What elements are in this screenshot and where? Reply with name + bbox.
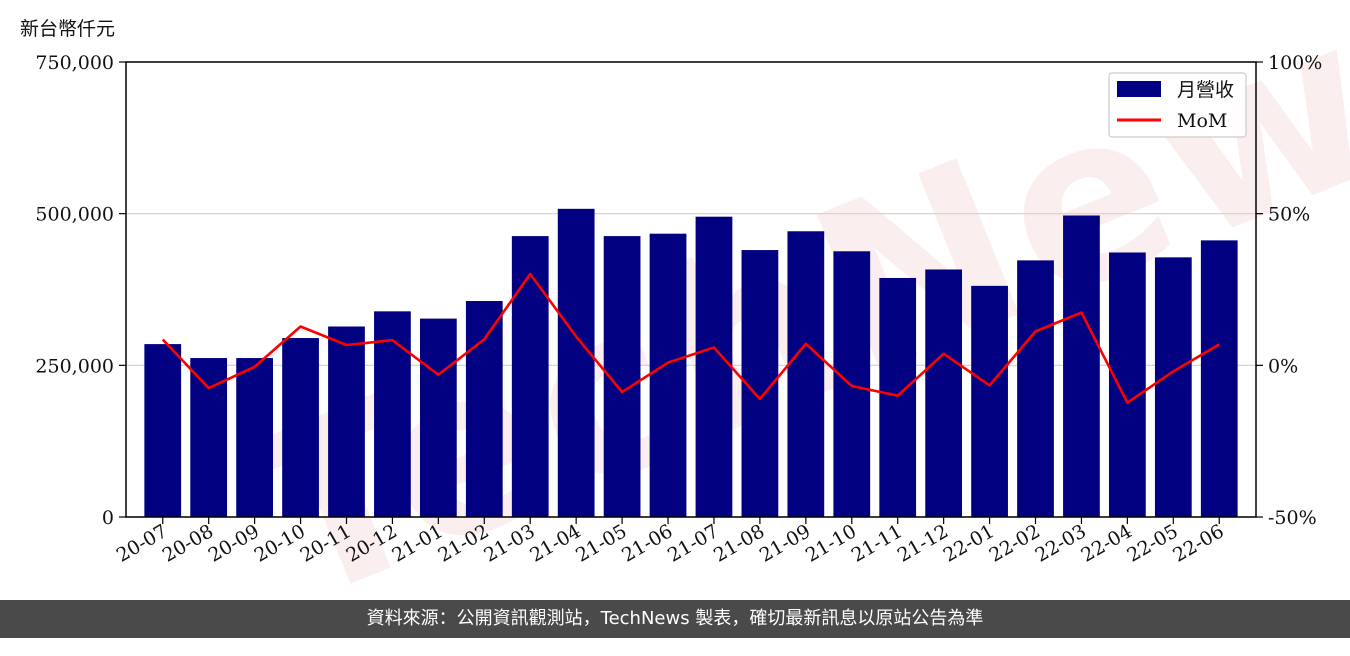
revenue-bar: [1017, 260, 1054, 517]
revenue-bar: [144, 344, 181, 517]
source-footer: 資料來源：公開資訊觀測站，TechNews 製表，確切最新訊息以原站公告為準: [0, 600, 1350, 638]
mom-line: [163, 274, 1220, 403]
revenue-bar: [879, 278, 916, 517]
revenue-bar: [833, 251, 870, 517]
x-tick-label: 20-08: [159, 520, 217, 566]
x-tick-label: 21-12: [894, 520, 952, 566]
mom-line-layer: [163, 274, 1220, 403]
x-tick-label: 22-03: [1032, 520, 1090, 566]
x-tick-label: 21-04: [526, 520, 584, 566]
revenue-bar: [236, 358, 273, 517]
revenue-bar: [1063, 215, 1100, 517]
x-tick-label: 20-10: [251, 520, 309, 566]
x-tick-label: 20-12: [342, 520, 400, 566]
y-right-tick-label: 50%: [1268, 204, 1310, 226]
legend-label-revenue: 月營收: [1177, 79, 1234, 101]
revenue-bar: [558, 209, 595, 517]
revenue-bar: [787, 231, 824, 517]
y-left-tick-label: 250,000: [35, 355, 114, 377]
x-tick-label: 22-06: [1169, 520, 1227, 566]
x-tick-label: 21-01: [388, 520, 446, 566]
x-tick-label: 22-01: [940, 520, 998, 566]
revenue-bar: [650, 234, 687, 517]
revenue-bar: [420, 319, 457, 517]
x-tick-label: 22-04: [1077, 520, 1135, 566]
y-left-tick-label: 750,000: [35, 52, 114, 74]
revenue-bar: [282, 338, 319, 517]
revenue-bar: [696, 217, 733, 517]
x-tick-label: 22-05: [1123, 520, 1181, 566]
revenue-bars: [144, 209, 1237, 517]
revenue-bar: [925, 269, 962, 517]
revenue-bar: [328, 327, 365, 517]
x-tick-label: 21-09: [756, 520, 814, 566]
x-tick-label: 20-07: [113, 520, 171, 566]
y-right-tick-label: 0%: [1268, 355, 1298, 377]
y-right-tick-label: 100%: [1268, 52, 1322, 74]
x-tick-label: 21-11: [848, 520, 906, 566]
x-tick-label: 22-02: [986, 520, 1044, 566]
x-tick-label: 21-10: [802, 520, 860, 566]
x-tick-label: 21-03: [480, 520, 538, 566]
x-tick-label: 20-09: [205, 520, 263, 566]
x-tick-label: 21-08: [710, 520, 768, 566]
legend-label-mom: MoM: [1177, 110, 1227, 132]
legend: 月營收 MoM: [1109, 73, 1246, 137]
revenue-bar: [1109, 252, 1146, 517]
x-tick-label: 20-11: [297, 520, 355, 566]
revenue-bar: [1201, 240, 1238, 517]
x-tick-label: 21-06: [618, 520, 676, 566]
revenue-bar: [512, 236, 549, 517]
x-tick-label: 21-02: [434, 520, 492, 566]
y-right-tick-label: -50%: [1268, 507, 1317, 529]
revenue-bar: [971, 286, 1008, 517]
x-tick-label: 21-07: [664, 520, 722, 566]
y-left-tick-label: 0: [102, 507, 114, 529]
revenue-bar: [466, 301, 503, 517]
x-tick-label: 21-05: [572, 520, 630, 566]
revenue-bar: [1155, 257, 1192, 517]
legend-swatch-revenue: [1117, 81, 1161, 97]
revenue-chart: 0 250,000 500,000 750,000 -50% 0% 50% 100% 20-07…: [0, 0, 1350, 600]
y-left-tick-label: 500,000: [35, 204, 114, 226]
